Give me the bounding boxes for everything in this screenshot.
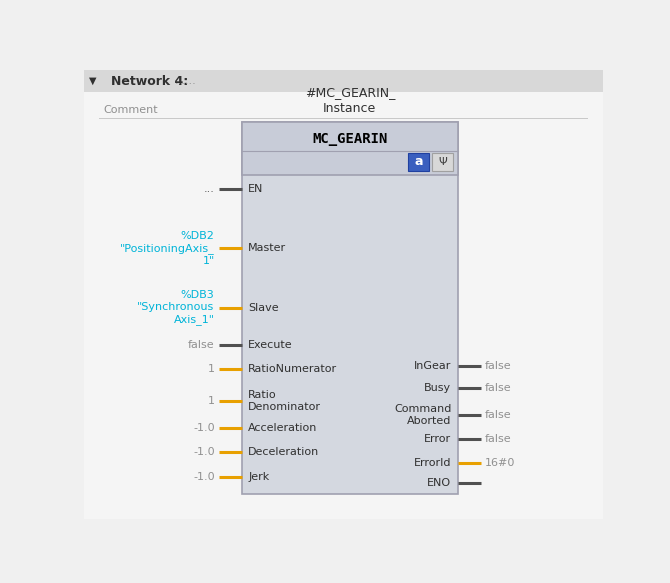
Text: Instance: Instance [323, 101, 377, 115]
Text: false: false [485, 434, 512, 444]
Text: false: false [485, 383, 512, 393]
Text: %DB2
"PositioningAxis_
1": %DB2 "PositioningAxis_ 1" [120, 231, 214, 266]
Text: InGear: InGear [414, 361, 452, 371]
Text: Acceleration: Acceleration [249, 423, 318, 433]
Text: false: false [485, 410, 512, 420]
FancyBboxPatch shape [242, 122, 458, 494]
Text: Slave: Slave [249, 303, 279, 313]
Text: RatioNumerator: RatioNumerator [249, 364, 338, 374]
Text: -1.0: -1.0 [193, 447, 214, 458]
Text: MC_GEARIN: MC_GEARIN [312, 132, 387, 146]
Text: 16#0: 16#0 [485, 458, 515, 468]
FancyBboxPatch shape [84, 93, 603, 519]
Text: -1.0: -1.0 [193, 472, 214, 482]
Text: Execute: Execute [249, 340, 293, 350]
Text: -1.0: -1.0 [193, 423, 214, 433]
Text: Error: Error [424, 434, 452, 444]
Text: ErrorId: ErrorId [414, 458, 452, 468]
Text: Jerk: Jerk [249, 472, 269, 482]
Text: Ψ: Ψ [438, 157, 447, 167]
FancyBboxPatch shape [432, 153, 453, 170]
Text: a: a [415, 155, 423, 168]
FancyBboxPatch shape [408, 153, 429, 170]
Text: false: false [485, 361, 512, 371]
Text: 1: 1 [208, 364, 214, 374]
Text: ......: ...... [175, 76, 196, 86]
Text: 1: 1 [208, 396, 214, 406]
Text: ▼: ▼ [89, 76, 97, 86]
FancyBboxPatch shape [242, 122, 458, 175]
Text: Comment: Comment [103, 106, 158, 115]
FancyBboxPatch shape [84, 70, 603, 93]
Text: ENO: ENO [427, 478, 452, 488]
Text: ...: ... [204, 184, 214, 194]
Text: Deceleration: Deceleration [249, 447, 320, 458]
Text: false: false [188, 340, 214, 350]
Text: EN: EN [249, 184, 264, 194]
Text: %DB3
"Synchronous
Axis_1": %DB3 "Synchronous Axis_1" [137, 290, 214, 325]
Text: Busy: Busy [424, 383, 452, 393]
Text: Ratio
Denominator: Ratio Denominator [249, 390, 322, 412]
Text: Master: Master [249, 243, 287, 253]
Text: #MC_GEARIN_: #MC_GEARIN_ [305, 86, 395, 99]
Text: Network 4:: Network 4: [111, 75, 188, 87]
Text: Command
Aborted: Command Aborted [394, 404, 452, 426]
